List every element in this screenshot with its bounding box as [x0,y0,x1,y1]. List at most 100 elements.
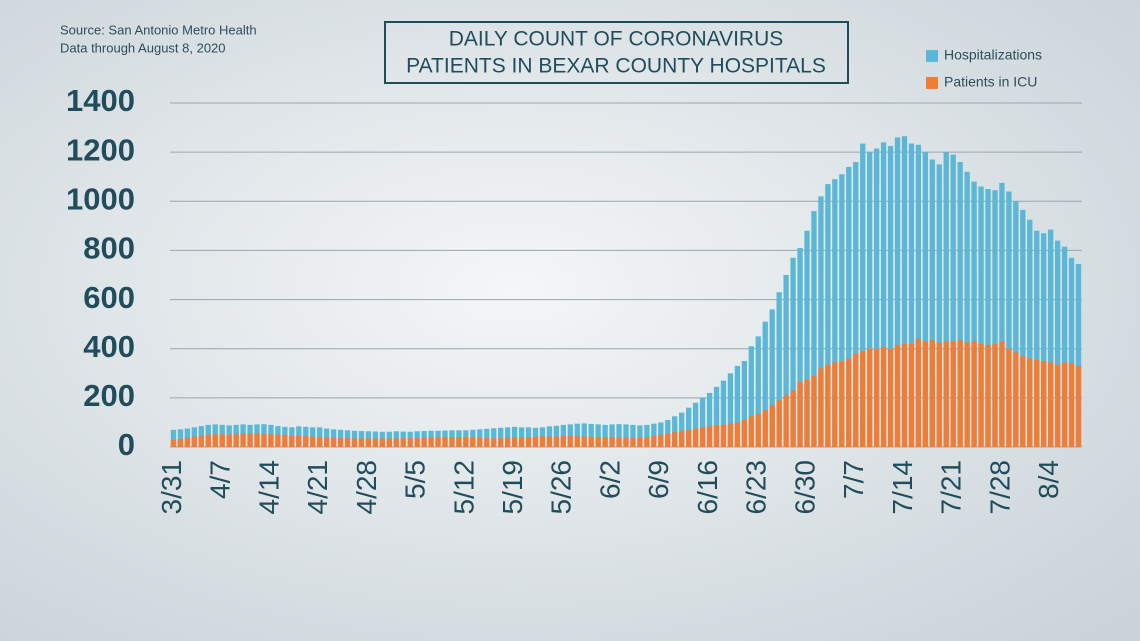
bar [880,347,887,447]
bar [727,373,734,447]
bar [727,423,734,447]
bar [776,400,782,447]
bar [1013,201,1019,447]
source-note: Source: San Antonio Metro Health [60,22,257,37]
y-tick-label: 600 [83,280,135,315]
bar [268,434,274,447]
bar [720,380,727,447]
bar [393,438,399,447]
bar [1075,365,1082,447]
bar [1027,219,1033,447]
bar [191,436,198,447]
bar [901,343,908,447]
bar [1068,363,1075,447]
bar [790,257,796,447]
bar [790,390,796,447]
bar [978,186,984,448]
bar [825,184,831,448]
bar [665,433,671,447]
bar [602,437,608,447]
bar [282,435,288,447]
bar [804,230,810,447]
bar [630,438,636,447]
bar [706,392,713,447]
bar [372,438,379,447]
bar [560,436,566,447]
bar [699,397,706,447]
bar [1034,359,1040,447]
bar [588,436,594,447]
bar [644,437,650,447]
bar [846,358,852,447]
bar [609,437,615,447]
bar [818,196,824,447]
bar [407,438,413,447]
y-tick-label: 400 [83,329,135,364]
bar [658,434,664,447]
bar [303,436,309,447]
bar [699,427,706,447]
bar [310,436,316,447]
bar [748,346,754,447]
bar [358,438,365,447]
bar [853,353,859,447]
bar [832,179,838,447]
bar [860,143,866,448]
bar [574,423,580,447]
bar [1006,348,1012,447]
bar [1041,233,1047,447]
bar [553,436,560,447]
title-box [384,21,849,84]
bar [532,436,539,447]
bar [783,275,789,447]
bar [1054,240,1061,447]
bar [957,161,963,447]
bar [672,416,678,447]
x-tick-label: 5/26 [546,460,577,515]
x-tick-label: 5/19 [497,460,528,515]
bar [317,437,323,447]
bar [205,434,211,447]
y-tick-label: 1000 [66,181,135,216]
bar [915,144,922,447]
bar [491,438,497,447]
bar [880,142,887,448]
bar [1054,364,1061,447]
bar [901,136,908,447]
y-tick-label: 1200 [66,132,135,167]
bar [720,424,727,447]
bar [992,343,998,447]
bar [435,437,441,447]
bar [922,341,929,447]
bar [539,436,546,447]
x-tick-label: 4/14 [253,460,284,515]
bar [818,368,824,447]
bar [769,405,775,447]
bar [595,424,601,447]
bar [894,137,901,447]
x-tick-label: 6/30 [789,460,820,515]
bar [623,437,629,447]
bar [957,340,963,447]
bar [762,321,768,447]
bar [198,435,204,447]
bar [511,426,518,447]
bar [985,189,991,447]
bar [177,429,184,447]
bar [651,435,657,447]
bar [713,386,720,447]
bar [491,428,497,447]
y-tick-label: 0 [118,427,135,462]
bar [811,211,817,447]
bar [553,425,560,447]
bar [713,424,720,447]
x-tick-label: 7/21 [936,460,967,515]
bar [630,424,636,447]
x-tick-label: 4/28 [351,460,382,515]
bar [296,435,302,447]
bar [811,375,817,447]
legend-swatch [926,50,938,62]
bar [964,342,970,447]
chart-title: DAILY COUNT OF CORONAVIRUS [449,28,784,51]
bar [275,434,281,447]
